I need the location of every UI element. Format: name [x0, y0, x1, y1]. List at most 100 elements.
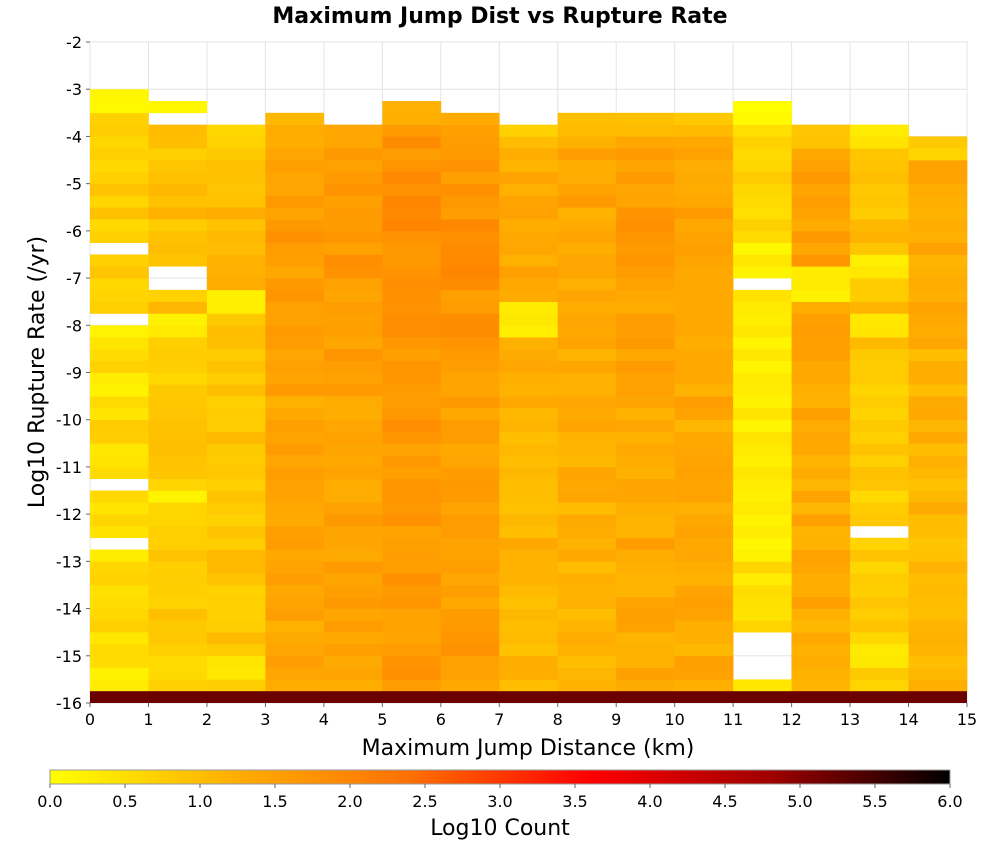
heatmap-cell	[440, 514, 500, 527]
heatmap-cell	[499, 136, 559, 149]
heatmap-cell	[616, 608, 675, 621]
heatmap-cell	[850, 171, 909, 184]
heatmap-cell	[616, 490, 675, 503]
heatmap-cell	[733, 183, 792, 196]
heatmap-cell	[206, 407, 266, 421]
heatmap-cell	[440, 278, 500, 291]
heatmap-cell	[148, 620, 208, 633]
heatmap-cell	[674, 183, 734, 196]
heatmap-cell	[382, 443, 442, 456]
heatmap-cell	[850, 455, 909, 468]
heatmap-cell	[850, 160, 909, 173]
heatmap-cell	[148, 537, 208, 550]
heatmap-cell	[323, 136, 383, 149]
heatmap-cell	[323, 537, 383, 550]
heatmap-cell	[733, 230, 792, 243]
heatmap-cell	[90, 183, 149, 196]
heatmap-cell	[323, 301, 383, 314]
heatmap-cell	[557, 136, 617, 149]
heatmap-cell	[90, 112, 149, 125]
heatmap-cell	[850, 620, 909, 633]
heatmap-cell	[557, 112, 617, 125]
heatmap-cell	[557, 667, 617, 680]
x-tick-label: 15	[957, 710, 977, 729]
heatmap-cell	[908, 372, 968, 385]
heatmap-cell	[557, 443, 617, 456]
heatmap-cell	[440, 337, 500, 350]
heatmap-cell	[499, 183, 559, 196]
colorbar-tick-label: 3.0	[487, 792, 512, 811]
heatmap-cell	[440, 148, 500, 161]
heatmap-cell	[265, 478, 325, 491]
heatmap-cell	[908, 160, 968, 173]
heatmap-cell	[265, 289, 325, 302]
heatmap-cell	[382, 655, 442, 668]
heatmap-cell	[90, 101, 149, 114]
heatmap-cell	[440, 384, 500, 397]
heatmap-cell	[733, 348, 792, 361]
heatmap-cell	[557, 313, 617, 326]
heatmap-cell	[616, 478, 675, 491]
heatmap-cell	[850, 396, 909, 409]
heatmap-cell	[850, 502, 909, 515]
heatmap-cell	[908, 584, 968, 598]
heatmap-cell	[499, 620, 559, 633]
heatmap-cell	[323, 514, 383, 527]
heatmap-cell	[499, 525, 559, 539]
heatmap-cell	[323, 455, 383, 468]
heatmap-cell	[557, 431, 617, 444]
heatmap-cell	[206, 679, 266, 692]
heatmap-cell	[850, 360, 909, 373]
heatmap-cell	[265, 112, 325, 125]
heatmap-cell	[674, 478, 734, 491]
heatmap-cell	[323, 643, 383, 657]
heatmap-cell	[440, 549, 500, 562]
heatmap-cell	[850, 289, 909, 302]
heatmap-cell	[616, 632, 675, 645]
heatmap-cell	[850, 596, 909, 609]
heatmap-cell	[90, 266, 149, 279]
heatmap-cell	[499, 266, 559, 279]
heatmap-cell	[674, 573, 734, 586]
heatmap-cell	[616, 183, 675, 196]
heatmap-cell	[206, 502, 266, 515]
heatmap-cell	[791, 407, 851, 421]
heatmap-cell	[323, 183, 383, 196]
heatmap-cell	[791, 419, 851, 432]
colorbar-tick-label: 2.5	[412, 792, 437, 811]
x-axis-title: Maximum Jump Distance (km)	[362, 736, 695, 761]
heatmap-cell	[908, 655, 968, 668]
heatmap-cell	[791, 525, 851, 539]
heatmap-cell	[499, 195, 559, 208]
x-tick-label: 6	[436, 710, 446, 729]
heatmap-cell	[791, 549, 851, 562]
heatmap-cell	[265, 549, 325, 562]
heatmap-cell	[323, 396, 383, 409]
heatmap-cell	[791, 384, 851, 397]
heatmap-cell	[499, 419, 559, 432]
heatmap-cell	[850, 195, 909, 208]
heatmap-cell	[206, 643, 266, 657]
heatmap-cell	[206, 596, 266, 609]
y-tick-label: -9	[66, 364, 82, 383]
heatmap-cell	[791, 219, 851, 232]
heatmap-cell	[557, 148, 617, 161]
heatmap-cell	[908, 289, 968, 302]
heatmap-cell	[382, 136, 442, 149]
heatmap-cell	[265, 160, 325, 173]
heatmap-cell	[674, 525, 734, 539]
heatmap-cell	[90, 124, 149, 137]
heatmap-cell	[148, 584, 208, 598]
heatmap-cell	[206, 325, 266, 338]
heatmap-cell	[206, 396, 266, 409]
heatmap-cell	[791, 278, 851, 291]
heatmap-cell	[382, 525, 442, 539]
heatmap-cell	[499, 573, 559, 586]
heatmap-cell	[499, 313, 559, 326]
x-tick-label: 14	[898, 710, 918, 729]
heatmap-cell	[557, 608, 617, 621]
heatmap-cell	[616, 325, 675, 338]
heatmap-cell	[616, 160, 675, 173]
heatmap-cell	[674, 266, 734, 279]
heatmap-cell	[440, 655, 500, 668]
